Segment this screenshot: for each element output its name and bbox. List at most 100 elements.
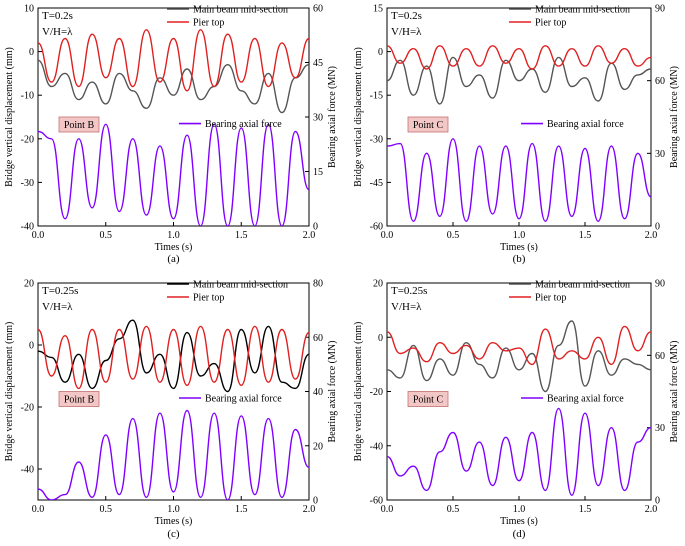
series-group	[387, 320, 651, 496]
y-right-axis-label: Bearing axial force (MN)	[327, 66, 338, 168]
series-group	[387, 45, 651, 222]
y-left-tick-label: -30	[21, 178, 34, 189]
annotation-ratio: V/H=λ	[391, 301, 422, 313]
legend-label: Pier top	[193, 293, 224, 304]
x-tick-label: 0.0	[381, 230, 394, 241]
series-group	[38, 29, 309, 226]
panel-d: 0.0 0.5 1.0 1.5 2.0 Times (s) 20 0 -20 -40 -60 Brid…	[353, 279, 680, 541]
y-left-tick-label: 0	[29, 341, 34, 352]
legend-label: Bearing axial force	[547, 119, 624, 130]
y-right-tick-label: 0	[655, 496, 660, 507]
y-left-axis-label: Bridge vertical displacement (mm)	[4, 322, 15, 462]
y-left-tick-label: -40	[21, 222, 34, 233]
x-axis-label: Times (s)	[155, 516, 193, 527]
legend-label: Pier top	[535, 18, 566, 29]
y-right-tick-label: 60	[313, 4, 323, 15]
y-right-tick-label: 30	[655, 149, 665, 160]
x-tick-label: 0.0	[381, 504, 394, 515]
x-tick-label: 0.5	[447, 504, 460, 515]
y-left-tick-label: -40	[370, 441, 383, 452]
y-right-axis-label: Bearing axial force (MN)	[669, 66, 680, 168]
y-right-axis-label: Bearing axial force (MN)	[327, 341, 338, 443]
x-tick-label: 2.0	[303, 230, 316, 241]
y-right-tick-label: 45	[313, 58, 323, 69]
pier-top-line	[387, 325, 651, 366]
x-tick-label: 0.5	[447, 230, 460, 241]
y-left-tick-label: -10	[21, 91, 34, 102]
x-tick-label: 0.5	[100, 504, 113, 515]
annotation-ratio: V/H=λ	[391, 26, 422, 38]
x-tick-label: 1.0	[167, 504, 180, 515]
panel-caption: (b)	[513, 253, 526, 265]
y-left-tick-label: -40	[21, 465, 34, 476]
annotation-period: T=0.2s	[391, 10, 422, 22]
panel-a: 0.0 0.5 1.0 1.5 2.0 Times (s) 10 0 -10 -20 -30 -40 B…	[4, 4, 338, 266]
y-left-tick-label: -15	[370, 91, 383, 102]
point-label-box	[407, 391, 449, 407]
x-tick-label: 0.0	[32, 230, 45, 241]
annotation-period: T=0.2s	[42, 10, 73, 22]
y-left-tick-label: 0	[378, 333, 383, 344]
pier-top-line	[38, 29, 309, 92]
legend-label: Main beam mid-section	[535, 5, 630, 16]
annotation-ratio: V/H=λ	[42, 26, 73, 38]
y-right-tick-label: 60	[313, 333, 323, 344]
y-right-tick-label: 60	[655, 76, 665, 87]
bearing-axial-force-line	[387, 138, 651, 222]
x-axis-label: Times (s)	[155, 242, 193, 253]
y-right-axis-label: Bearing axial force (MN)	[669, 341, 680, 443]
x-tick-label: 1.0	[513, 230, 526, 241]
y-left-tick-label: 20	[373, 279, 383, 290]
x-tick-label: 1.5	[579, 504, 592, 515]
annotation-ratio: V/H=λ	[42, 301, 73, 313]
annotation-period: T=0.25s	[42, 285, 78, 297]
y-left-tick-label: 20	[24, 279, 34, 290]
x-tick-label: 1.0	[167, 230, 180, 241]
panel-caption: (a)	[167, 253, 180, 265]
y-left-tick-label: -60	[370, 496, 383, 507]
x-tick-label: 1.5	[235, 504, 248, 515]
panel-c: 0.0 0.5 1.0 1.5 2.0 Times (s) 20 0 -20 -40 Bridge …	[4, 279, 338, 541]
legend-label: Main beam mid-section	[193, 280, 288, 291]
main-beam-mid-section-line	[38, 319, 309, 393]
y-right-tick-label: 90	[655, 4, 665, 15]
y-left-axis-label: Bridge vertical displacement (mm)	[4, 47, 15, 187]
point-label-box	[58, 391, 100, 407]
y-right-tick-label: 60	[655, 351, 665, 362]
pier-top-line	[387, 45, 651, 70]
y-left-tick-label: -20	[21, 403, 34, 414]
bearing-axial-force-line	[38, 409, 309, 500]
x-axis-label: Times (s)	[500, 516, 538, 527]
point-label-box	[407, 116, 449, 133]
y-left-axis-label: Bridge vertical displacement (mm)	[353, 47, 364, 187]
panel-caption: (c)	[167, 528, 180, 540]
y-left-tick-label: -30	[370, 134, 383, 145]
x-tick-label: 0.5	[100, 230, 113, 241]
point-label: Point B	[64, 120, 95, 131]
legend-label: Bearing axial force	[205, 394, 282, 405]
legend-label: Bearing axial force	[547, 394, 624, 405]
point-label: Point C	[413, 120, 444, 131]
x-tick-label: 2.0	[645, 504, 658, 515]
legend-label: Pier top	[193, 18, 224, 29]
legend-label: Bearing axial force	[205, 119, 282, 130]
bearing-axial-force-line	[387, 407, 651, 496]
y-right-tick-label: 0	[313, 496, 318, 507]
series-group	[38, 319, 309, 500]
y-left-tick-label: -45	[370, 178, 383, 189]
y-left-tick-label: -20	[370, 387, 383, 398]
bearing-axial-force-line	[38, 123, 309, 226]
y-right-tick-label: 15	[313, 167, 323, 178]
y-right-tick-label: 90	[655, 279, 665, 290]
main-beam-mid-section-line	[387, 320, 651, 393]
y-left-tick-label: 0	[378, 47, 383, 58]
x-tick-label: 2.0	[303, 504, 316, 515]
legend-label: Pier top	[535, 293, 566, 304]
y-right-tick-label: 0	[313, 222, 318, 233]
x-tick-label: 1.0	[513, 504, 526, 515]
point-label: Point C	[413, 395, 444, 406]
y-right-tick-label: 30	[313, 113, 323, 124]
x-tick-label: 0.0	[32, 504, 45, 515]
y-left-tick-label: 15	[373, 4, 383, 15]
y-right-tick-label: 40	[313, 387, 323, 398]
